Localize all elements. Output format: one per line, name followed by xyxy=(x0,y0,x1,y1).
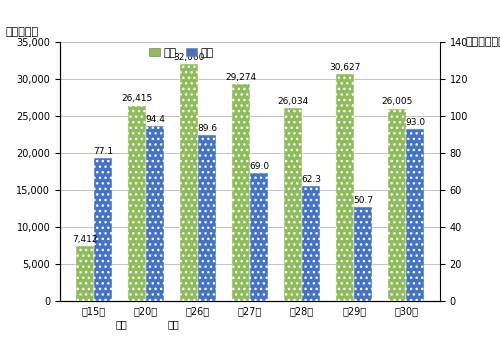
Bar xyxy=(406,129,424,301)
Bar xyxy=(128,106,146,301)
Bar xyxy=(232,84,250,301)
Legend: 件数, 点数: 件数, 点数 xyxy=(149,48,214,57)
Text: 77.1: 77.1 xyxy=(93,147,113,156)
Text: 26,005: 26,005 xyxy=(382,98,412,106)
Bar xyxy=(250,173,268,301)
Text: 69.0: 69.0 xyxy=(249,162,269,171)
Text: 89.6: 89.6 xyxy=(197,124,217,133)
Bar xyxy=(180,64,198,301)
Bar xyxy=(94,158,112,301)
Bar xyxy=(76,246,94,301)
Bar xyxy=(336,74,354,301)
Text: 26,415: 26,415 xyxy=(121,94,152,104)
Bar xyxy=(284,108,302,301)
Text: 〈〈: 〈〈 xyxy=(167,319,179,329)
Bar xyxy=(146,126,164,301)
Text: 32,060: 32,060 xyxy=(173,53,204,62)
Bar xyxy=(302,186,320,301)
Y-axis label: 件数（件）: 件数（件） xyxy=(6,27,38,37)
Text: 93.0: 93.0 xyxy=(405,118,425,127)
Text: 62.3: 62.3 xyxy=(301,175,321,184)
Bar xyxy=(388,108,406,301)
Text: 7,412: 7,412 xyxy=(72,235,98,244)
Text: 50.7: 50.7 xyxy=(353,196,374,205)
Bar xyxy=(198,135,216,301)
Text: 26,034: 26,034 xyxy=(278,97,308,106)
Text: 30,627: 30,627 xyxy=(330,63,360,72)
Bar xyxy=(354,207,372,301)
Text: 〈〈: 〈〈 xyxy=(115,319,127,329)
Text: 29,274: 29,274 xyxy=(226,73,256,82)
Y-axis label: 点数（万点）: 点数（万点） xyxy=(466,37,500,47)
Text: 94.4: 94.4 xyxy=(145,115,165,124)
